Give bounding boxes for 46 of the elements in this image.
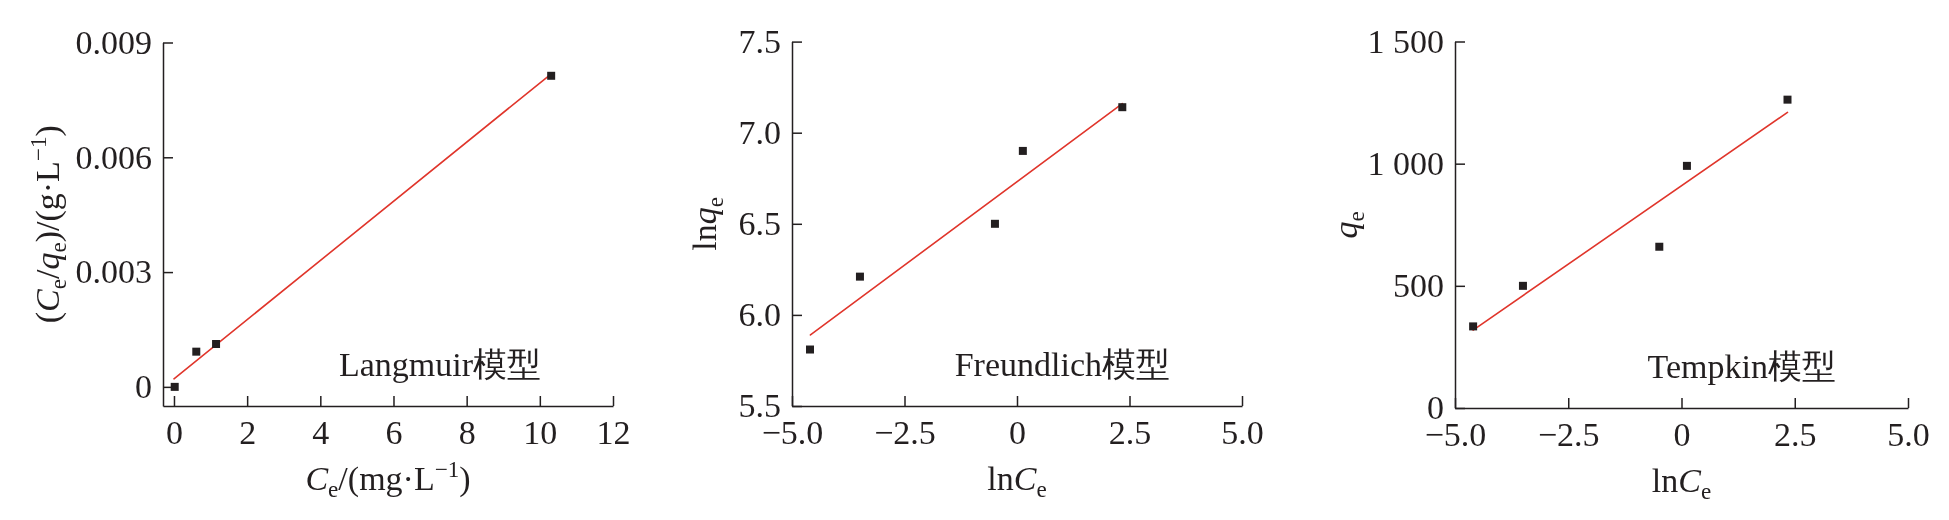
point <box>1018 146 1027 155</box>
point <box>1655 242 1664 251</box>
x-tick-label: 2.5 <box>1774 416 1817 454</box>
x-tick-label: 0 <box>1673 416 1691 454</box>
point <box>192 347 201 356</box>
x-axis-title: lnC$_{e}$ <box>1651 462 1712 504</box>
point <box>990 219 999 228</box>
y-tick-label: 500 <box>1393 267 1444 305</box>
x-tick-label: −2.5 <box>1537 416 1600 454</box>
point <box>855 272 864 281</box>
y-tick-label: 0.009 <box>75 23 152 61</box>
x-tick-label: 8 <box>458 414 476 452</box>
point <box>1783 95 1792 104</box>
y-tick-label: 0 <box>135 368 152 406</box>
x-tick-label: 5.0 <box>1221 414 1264 452</box>
annotation: Langmuir模型 <box>338 346 541 383</box>
x-axis-title: C$_{e}$/(mg·L$^{−1}$) <box>305 456 471 502</box>
x-tick-label: 0 <box>165 414 183 452</box>
point <box>1118 103 1127 112</box>
x-axis-title: lnC$_{e}$ <box>987 460 1047 502</box>
y-tick-label: 0.006 <box>75 138 152 176</box>
x-tick-label: 6 <box>385 414 403 452</box>
x-tick-label: 0 <box>1009 414 1026 452</box>
x-tick-label: 12 <box>596 414 631 452</box>
point <box>806 345 814 354</box>
point <box>212 340 221 349</box>
annotation: Tempkin模型 <box>1647 348 1836 385</box>
y-tick-label: 1 500 <box>1367 22 1444 60</box>
annotation: Freundlich模型 <box>954 346 1170 383</box>
x-tick-label: −2.5 <box>874 414 936 452</box>
y-tick-label: 7.5 <box>738 22 781 60</box>
x-tick-label: 2.5 <box>1108 414 1152 452</box>
y-tick-label: 0.003 <box>75 253 152 291</box>
x-tick-label: 2 <box>239 414 257 452</box>
point <box>1518 281 1527 290</box>
x-tick-label: 10 <box>523 414 558 452</box>
point <box>547 71 556 80</box>
x-tick-label: 4 <box>312 414 330 452</box>
y-tick-label: 6.5 <box>738 205 781 243</box>
point <box>170 382 179 391</box>
y-tick-label: 6.0 <box>738 296 781 334</box>
x-tick-label: 5.0 <box>1887 416 1930 454</box>
y-tick-label: 1 000 <box>1367 145 1444 183</box>
y-tick-label: 7.0 <box>738 114 781 152</box>
point <box>1469 322 1478 331</box>
point <box>1682 161 1691 170</box>
